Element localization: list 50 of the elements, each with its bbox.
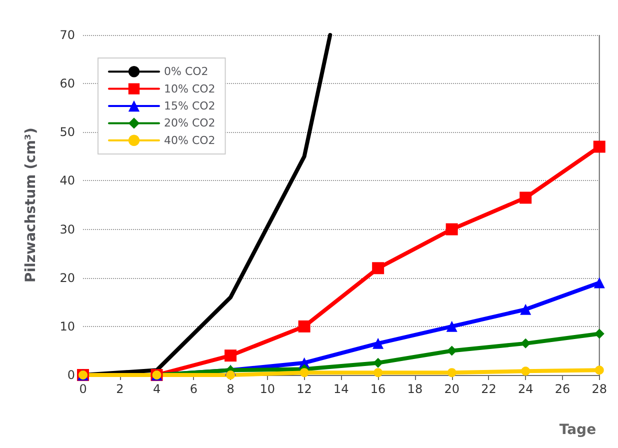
point — [298, 320, 310, 332]
point — [372, 262, 384, 274]
x-axis-title: Tage — [559, 422, 596, 438]
point — [446, 346, 457, 356]
x-tick-label: 28 — [592, 382, 608, 396]
x-tick-label: 0 — [79, 382, 87, 396]
point — [520, 338, 531, 348]
point — [226, 370, 236, 380]
x-tick-label: 16 — [370, 382, 386, 396]
y-axis-title: Pilzwachstum (cm³) — [23, 128, 39, 282]
point — [373, 358, 384, 368]
point — [594, 277, 605, 288]
x-tick-label: 12 — [296, 382, 312, 396]
point — [593, 140, 606, 153]
y-tick-label: 40 — [60, 174, 75, 188]
legend-label: 15% CO2 — [164, 100, 216, 112]
legend-label: 0% CO2 — [164, 65, 208, 78]
y-tick-label: 60 — [60, 76, 75, 91]
x-tick-label: 14 — [334, 382, 349, 396]
point — [300, 368, 309, 378]
point — [374, 368, 383, 378]
legend-label: 20% CO2 — [164, 116, 216, 130]
x-tick-label: 22 — [481, 382, 496, 396]
y-tick-label: 30 — [60, 222, 75, 236]
y-tick-label: 0 — [67, 368, 75, 382]
x-tick-label: 20 — [444, 382, 460, 396]
point — [520, 192, 532, 204]
x-tick-label: 2 — [116, 382, 124, 396]
x-tick-label: 6 — [190, 382, 198, 396]
point — [447, 368, 456, 378]
legend-label: 40% CO2 — [164, 134, 216, 147]
x-tick-label: 26 — [554, 382, 570, 396]
x-tick-label: 18 — [407, 382, 423, 396]
x-tick-label: 8 — [226, 382, 234, 396]
y-tick-label: 70 — [60, 28, 75, 42]
point — [372, 338, 384, 349]
point — [594, 328, 604, 339]
point — [594, 366, 604, 375]
x-tick-label: 4 — [152, 382, 161, 396]
x-tick-label: 24 — [518, 382, 534, 396]
legend-label: 10% CO2 — [164, 82, 216, 96]
point — [446, 320, 458, 332]
point — [224, 350, 237, 362]
point — [446, 223, 458, 236]
y-tick-label: 50 — [60, 125, 75, 140]
y-tick-label: 20 — [60, 270, 75, 285]
x-tick-label: 10 — [260, 382, 276, 396]
y-tick-label: 10 — [60, 319, 75, 334]
point — [521, 366, 530, 376]
point — [520, 304, 532, 315]
